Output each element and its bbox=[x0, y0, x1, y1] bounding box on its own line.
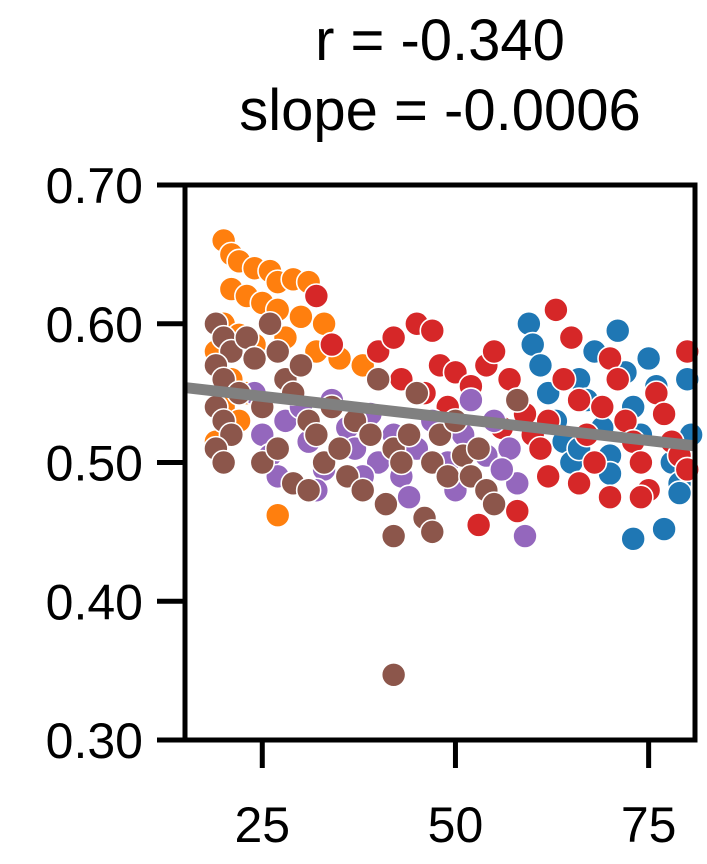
data-point-s4-20 bbox=[303, 421, 330, 448]
x-tick-label-0: 25 bbox=[234, 797, 290, 853]
data-point-s1-28 bbox=[264, 502, 291, 529]
y-tick-label-2: 0.50 bbox=[46, 436, 143, 492]
chart-title-line-1: r = -0.340 bbox=[315, 8, 565, 73]
data-point-s4-26 bbox=[349, 477, 376, 504]
y-tick-label-4: 0.70 bbox=[46, 158, 143, 214]
data-point-s2-12 bbox=[481, 338, 507, 365]
data-point-s2-21 bbox=[558, 324, 585, 351]
points-layer bbox=[203, 227, 704, 688]
data-point-s0-23 bbox=[620, 526, 646, 552]
data-point-s4-18 bbox=[288, 352, 314, 379]
y-tick-label-0: 0.30 bbox=[46, 713, 143, 769]
data-point-s2-24 bbox=[581, 449, 608, 476]
data-point-s4-39 bbox=[434, 463, 461, 490]
data-point-s2-39 bbox=[504, 498, 531, 524]
data-point-s1-12 bbox=[288, 304, 314, 330]
data-point-s4-23 bbox=[326, 435, 353, 462]
data-point-s2-0 bbox=[303, 283, 330, 309]
data-point-s4-48 bbox=[264, 435, 291, 462]
data-point-s2-19 bbox=[543, 297, 569, 323]
data-point-s4-12 bbox=[241, 345, 268, 372]
data-point-s0-24 bbox=[651, 516, 677, 542]
data-point-s4-13 bbox=[257, 310, 283, 337]
data-point-s3-27 bbox=[489, 456, 515, 483]
data-point-s2-5 bbox=[419, 317, 446, 344]
data-point-s2-33 bbox=[651, 401, 677, 427]
data-point-s0-25 bbox=[666, 480, 693, 506]
data-point-s4-43 bbox=[465, 435, 492, 462]
y-axis-ticks: 0.30 0.40 0.50 0.60 0.70 bbox=[46, 158, 185, 769]
data-point-s2-30 bbox=[628, 449, 654, 476]
y-tick-label-3: 0.60 bbox=[46, 297, 143, 353]
data-point-s4-30 bbox=[380, 523, 407, 549]
data-point-s4-34 bbox=[404, 380, 430, 406]
data-point-s2-38 bbox=[465, 512, 492, 538]
data-point-s2-1 bbox=[319, 331, 345, 358]
chart-title-line-2: slope = -0.0006 bbox=[239, 78, 641, 143]
data-point-s4-28 bbox=[365, 366, 391, 393]
data-point-s3-25 bbox=[396, 484, 422, 510]
trend-line bbox=[184, 382, 696, 452]
data-point-s4-29 bbox=[373, 491, 399, 517]
trend-layer bbox=[184, 382, 696, 452]
data-point-s2-3 bbox=[380, 324, 407, 351]
data-point-s0-16 bbox=[635, 345, 662, 372]
data-point-s0-0 bbox=[516, 310, 542, 337]
data-point-s2-42 bbox=[597, 484, 623, 510]
data-point-s0-12 bbox=[604, 317, 631, 344]
data-point-s4-50 bbox=[295, 477, 322, 504]
data-point-s4-51 bbox=[380, 661, 407, 688]
data-point-s4-10 bbox=[210, 449, 237, 476]
data-point-s2-43 bbox=[628, 484, 654, 510]
data-point-s4-45 bbox=[481, 491, 507, 517]
data-point-s2-25 bbox=[589, 394, 616, 420]
data-point-s0-2 bbox=[527, 352, 554, 379]
data-point-s2-22 bbox=[566, 387, 592, 413]
data-point-s2-20 bbox=[550, 366, 577, 393]
data-point-s2-40 bbox=[535, 463, 561, 490]
x-tick-label-1: 50 bbox=[428, 797, 484, 853]
data-point-s2-17 bbox=[527, 435, 554, 462]
data-point-s4-32 bbox=[388, 449, 415, 476]
x-axis-ticks: 25 50 75 bbox=[234, 740, 676, 853]
data-point-s4-14 bbox=[264, 338, 291, 365]
y-tick-label-1: 0.40 bbox=[46, 574, 143, 630]
data-point-s2-27 bbox=[604, 366, 631, 393]
data-point-s3-23 bbox=[512, 523, 538, 549]
data-point-s4-33 bbox=[396, 421, 422, 448]
data-point-s4-27 bbox=[357, 421, 384, 448]
data-point-s4-46 bbox=[504, 387, 531, 413]
data-point-s3-18 bbox=[458, 387, 484, 413]
data-point-s2-41 bbox=[566, 470, 592, 497]
x-tick-label-2: 75 bbox=[621, 797, 677, 853]
data-point-s4-36 bbox=[419, 519, 446, 545]
